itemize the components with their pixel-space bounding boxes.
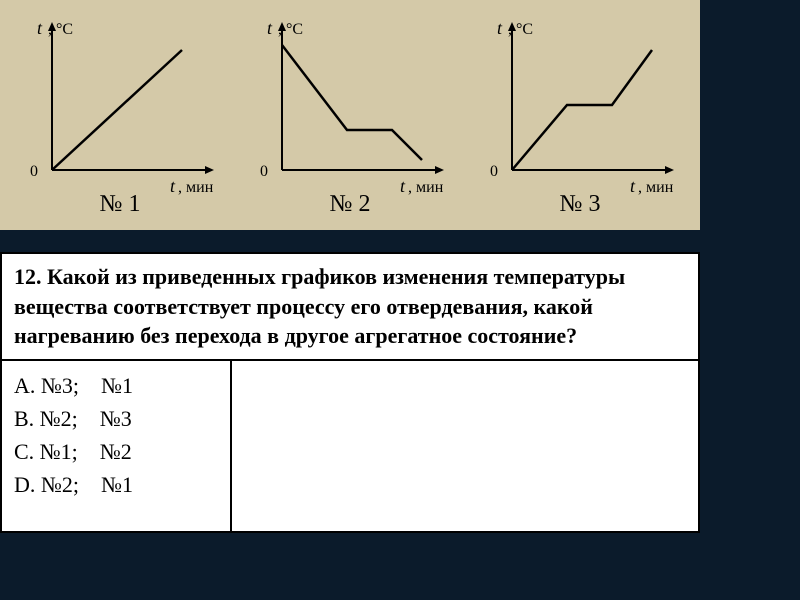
svg-text:0: 0	[260, 163, 268, 180]
answers-cell: A. №3; №1B. №2; №3C. №1; №2D. №2; №1	[2, 361, 232, 531]
svg-text:, °C: , °C	[508, 21, 533, 38]
svg-text:t: t	[400, 176, 406, 196]
question-table: 12. Какой из приведенных графиков измене…	[0, 252, 700, 533]
svg-text:0: 0	[490, 163, 498, 180]
svg-text:, мин: , мин	[638, 179, 674, 196]
graph-label-3: № 3	[560, 191, 601, 218]
svg-text:t: t	[630, 176, 636, 196]
answer-option-C: C. №1; №2	[14, 435, 218, 468]
svg-text:, °C: , °C	[48, 21, 73, 38]
svg-text:t: t	[170, 176, 176, 196]
graph-2: t , °C 0 t , мин № 2	[240, 10, 460, 220]
svg-text:, мин: , мин	[408, 179, 444, 196]
svg-text:0: 0	[30, 163, 38, 180]
svg-text:, °C: , °C	[278, 21, 303, 38]
question-text: Какой из приведенных графиков изменения …	[14, 264, 625, 348]
svg-text:t: t	[267, 18, 273, 38]
answer-option-A: A. №3; №1	[14, 369, 218, 402]
answers-row: A. №3; №1B. №2; №3C. №1; №2D. №2; №1	[0, 361, 700, 533]
answer-option-B: B. №2; №3	[14, 402, 218, 435]
question-cell: 12. Какой из приведенных графиков измене…	[0, 252, 700, 361]
graphs-panel: t , °C 0 t , мин № 1 t , °C 0 t , мин № …	[0, 0, 700, 230]
svg-text:, мин: , мин	[178, 179, 214, 196]
question-number: 12.	[14, 264, 42, 289]
answer-option-D: D. №2; №1	[14, 468, 218, 501]
graph-1: t , °C 0 t , мин № 1	[10, 10, 230, 220]
svg-text:t: t	[497, 18, 503, 38]
graph-3: t , °C 0 t , мин № 3	[470, 10, 690, 220]
graph-label-2: № 2	[330, 191, 371, 218]
empty-cell	[232, 361, 698, 531]
graph-label-1: № 1	[100, 191, 141, 218]
svg-text:t: t	[37, 18, 43, 38]
